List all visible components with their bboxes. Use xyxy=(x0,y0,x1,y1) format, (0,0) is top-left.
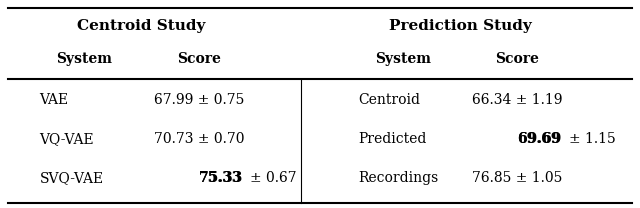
Text: VAE: VAE xyxy=(40,93,68,107)
Text: VQ-VAE: VQ-VAE xyxy=(40,132,94,146)
Text: 69.69: 69.69 xyxy=(518,132,561,146)
Text: Score: Score xyxy=(495,52,540,66)
Text: 70.73 ± 0.70: 70.73 ± 0.70 xyxy=(154,132,244,146)
Text: 67.99 ± 0.75: 67.99 ± 0.75 xyxy=(154,93,244,107)
Text: Prediction Study: Prediction Study xyxy=(389,19,532,33)
Text: 75.33 ± 0.67: 75.33 ± 0.67 xyxy=(199,171,289,185)
Text: 66.34 ± 1.19: 66.34 ± 1.19 xyxy=(472,93,563,107)
Text: Centroid: Centroid xyxy=(358,93,420,107)
Text: Recordings: Recordings xyxy=(358,171,438,185)
Text: Centroid Study: Centroid Study xyxy=(77,19,206,33)
Text: 69.69: 69.69 xyxy=(518,132,566,146)
Text: ± 1.15: ± 1.15 xyxy=(568,132,615,146)
Text: Score: Score xyxy=(177,52,221,66)
Text: System: System xyxy=(56,52,112,66)
Text: 75.33: 75.33 xyxy=(199,171,247,185)
Text: 69.69 ± 1.15: 69.69 ± 1.15 xyxy=(518,132,608,146)
Text: System: System xyxy=(375,52,431,66)
Text: SVQ-VAE: SVQ-VAE xyxy=(40,171,104,185)
Text: ± 0.67: ± 0.67 xyxy=(250,171,296,185)
Text: Predicted: Predicted xyxy=(358,132,427,146)
Text: 76.85 ± 1.05: 76.85 ± 1.05 xyxy=(472,171,563,185)
Text: 75.33: 75.33 xyxy=(199,171,243,185)
